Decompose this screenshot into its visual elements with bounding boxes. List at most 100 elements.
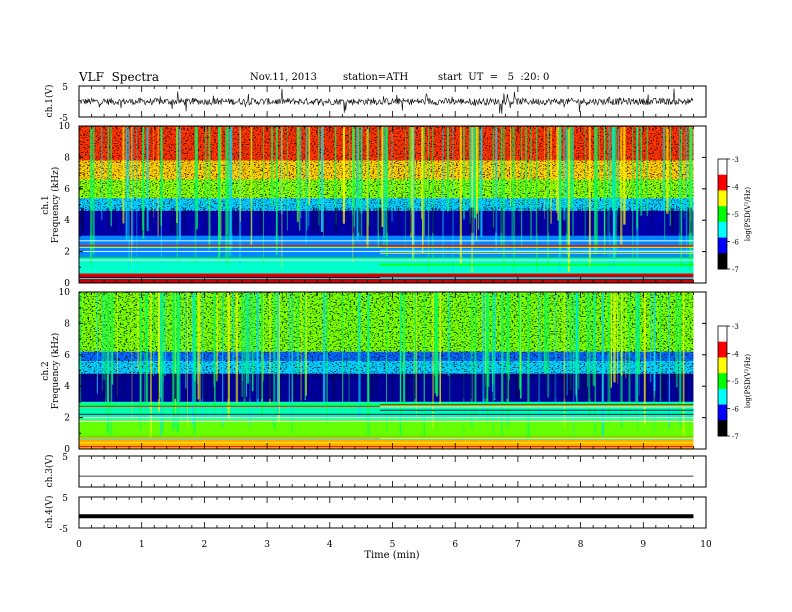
spectrogram-line: [379, 277, 694, 279]
spectrogram-streak: [407, 207, 409, 233]
colorbar-segment: [718, 159, 727, 176]
spectrogram-streak: [607, 293, 609, 417]
spectrogram-line: [379, 404, 694, 406]
spectrogram-streak: [217, 127, 220, 259]
spectrogram-streak: [378, 207, 381, 233]
spectrogram-streak: [150, 207, 153, 233]
spectrogram-streak: [227, 293, 230, 420]
freq-tick-label: 2: [64, 248, 70, 258]
spectrogram-streak: [422, 127, 424, 254]
spectrogram-streak: [416, 293, 418, 418]
spectrogram-streak: [659, 293, 662, 402]
spectrogram-streak: [612, 127, 615, 260]
spectrogram-streak: [259, 207, 262, 233]
spectrogram-streak: [577, 207, 579, 233]
spectrogram-streak: [300, 293, 302, 401]
spectrogram-streak: [427, 127, 430, 273]
spectrogram-streak: [666, 127, 669, 214]
spectrogram-streak: [334, 127, 337, 226]
spectrogram-streak: [214, 293, 216, 410]
spectrogram-streak: [245, 293, 248, 397]
spectrogram-streak: [613, 293, 616, 383]
spectrogram-streak: [324, 207, 327, 233]
spectrogram-line: [79, 273, 694, 275]
spectrogram-streak: [288, 293, 290, 413]
spectrogram-streak: [305, 293, 307, 396]
spectrogram-streak: [495, 207, 497, 233]
spectrogram-line: [79, 251, 694, 253]
colorbar-segment: [718, 221, 727, 239]
spectrogram-streak: [174, 373, 177, 399]
spectrogram-streak: [503, 373, 505, 399]
spectrogram-streak: [501, 207, 503, 233]
spectrogram-streak: [608, 293, 611, 422]
spectrogram-streak: [581, 373, 584, 399]
spectrogram-streak: [547, 293, 550, 398]
spectrogram-streak: [439, 207, 441, 233]
spectrogram-streak: [142, 127, 143, 230]
spectrogram-streak: [508, 293, 510, 380]
spectrogram-streak: [383, 127, 386, 238]
spectrogram-streak: [562, 373, 564, 399]
spectrogram-streak: [618, 207, 620, 233]
spectrogram-streak: [104, 373, 106, 399]
spectrogram-streak: [375, 373, 378, 399]
ch2-spectrogram-image: [79, 292, 694, 449]
spectrogram-streak: [386, 293, 387, 433]
spectrogram-streak: [160, 293, 163, 436]
spectrogram-streak: [485, 373, 487, 399]
spectrogram-streak: [523, 207, 526, 233]
spectrogram-streak: [367, 127, 369, 227]
ch3-ylabel: ch.3(V): [44, 455, 55, 488]
spectrogram-streak: [535, 127, 538, 272]
spectrogram-streak: [510, 373, 512, 399]
ch1-ytick-bottom: -5: [59, 114, 68, 124]
spectrogram-streak: [236, 207, 239, 233]
spectrogram-streak: [323, 127, 324, 238]
spectrogram-streak: [263, 127, 265, 268]
spectrogram-line: [379, 264, 694, 266]
spectrogram-streak: [550, 127, 552, 224]
spectrogram-streak: [678, 127, 680, 246]
spectrogram-streak: [232, 293, 235, 374]
spectrogram-streak: [184, 207, 186, 233]
x-tick-label: 9: [640, 540, 646, 550]
spectrogram-streak: [286, 127, 288, 231]
colorbar-tick-label: -7: [732, 266, 739, 274]
spectrogram-streak: [110, 127, 112, 227]
ch1-freq-ylabel: Frequency (kHz): [50, 167, 61, 244]
ch1-colorbar: -3 -4 -5 -6 -7 log(PSD(V²/Hz): [717, 156, 752, 274]
spectrogram-streak: [685, 373, 688, 399]
colorbar-tick-label: -3: [732, 156, 739, 164]
spectrogram-streak: [107, 207, 109, 233]
spectrogram-streak: [243, 293, 246, 404]
date-label: Nov.11, 2013: [250, 72, 317, 83]
spectrogram-streak: [485, 293, 487, 406]
spectrogram-streak: [637, 293, 641, 375]
spectrogram-streak: [304, 373, 306, 399]
spectrogram-streak: [352, 207, 354, 233]
spectrogram-streak: [502, 127, 505, 270]
spectrogram-streak: [653, 293, 656, 391]
spectrogram-streak: [603, 127, 605, 250]
spectrogram-streak: [480, 127, 483, 238]
spectrogram-streak: [356, 127, 359, 240]
spectrogram-streak: [452, 127, 454, 274]
freq-tick-label: 8: [64, 319, 70, 329]
ch1-xticks: [78, 86, 707, 117]
spectrogram-streak: [317, 127, 320, 226]
spectrogram-streak: [177, 293, 180, 403]
spectrogram-streak: [688, 207, 690, 233]
spectrogram-streak: [521, 127, 523, 247]
freq-tick-label: 2: [64, 414, 70, 424]
ch2-spectrogram-panel: 0 2 4 6 8 10 ch.2 Frequency (kHz) -3 -4 -5 -6 -7 l…: [41, 288, 752, 455]
spectrogram-streak: [361, 373, 363, 399]
colorbar-tick-label: -3: [732, 323, 739, 331]
spectrogram-streak: [217, 373, 219, 399]
spectrogram-streak: [614, 127, 616, 261]
spectrogram-line: [79, 418, 694, 420]
spectrogram-streak: [249, 293, 251, 427]
spectrogram-streak: [588, 293, 591, 419]
spectrogram-streak: [320, 127, 324, 233]
spectrogram-streak: [227, 127, 229, 235]
